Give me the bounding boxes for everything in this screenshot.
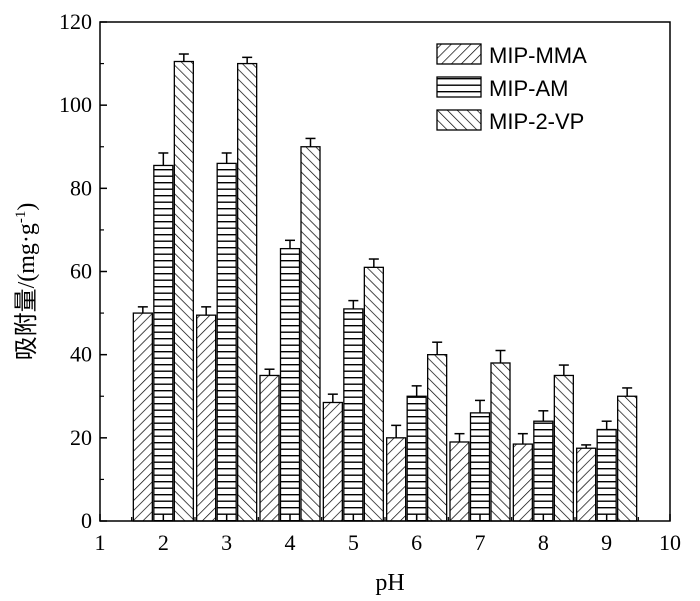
bar-MIP-MMA-ph-3 (196, 314, 217, 522)
legend-label-MIP-AM: MIP-AM (489, 76, 568, 101)
bar-MIP-AM-ph-3 (216, 162, 237, 522)
x-tick-label: 9 (601, 530, 612, 555)
bar-MIP-2-VP-ph-3 (237, 62, 258, 522)
x-tick-label: 3 (221, 530, 232, 555)
bar-MIP-MMA-ph-7 (449, 441, 470, 522)
y-tick-label: 100 (59, 92, 92, 117)
bar-MIP-AM-ph-2 (153, 164, 174, 522)
legend-swatch-MIP-AM (436, 76, 482, 98)
y-axis-title: 吸附量/(mg·g-1) (13, 203, 40, 361)
bar-MIP-MMA-ph-4 (259, 374, 280, 522)
bar-MIP-2-VP-ph-6 (427, 354, 448, 522)
legend-swatch-MIP-2-VP (436, 109, 482, 131)
bar-MIP-MMA-ph-5 (322, 401, 343, 522)
bar-MIP-AM-ph-6 (406, 395, 427, 522)
legend-label-MIP-MMA: MIP-MMA (489, 43, 587, 68)
legend-swatch-MIP-MMA (436, 43, 482, 65)
x-tick-label: 1 (95, 530, 106, 555)
legend: MIP-MMA MIP-AM MIP-2-VP (436, 43, 587, 134)
axes: 0 20 40 60 80 100 120 1 2 3 4 5 6 7 8 9 10 (59, 9, 681, 555)
bar-MIP-MMA-ph-6 (386, 437, 407, 522)
x-tick-label: 7 (475, 530, 486, 555)
y-tick-label: 20 (70, 425, 92, 450)
x-axis-title: pH (375, 570, 404, 596)
bar-MIP-AM-ph-8 (533, 420, 554, 522)
bar-MIP-MMA-ph-8 (512, 443, 533, 522)
bar-MIP-AM-ph-5 (343, 308, 364, 522)
bar-MIP-2-VP-ph-2 (173, 60, 194, 522)
legend-label-MIP-2-VP: MIP-2-VP (489, 109, 584, 134)
y-axis-title-superscript: -1 (13, 211, 29, 224)
x-tick-label: 4 (285, 530, 296, 555)
x-tick-label: 10 (659, 530, 681, 555)
y-tick-label: 40 (70, 342, 92, 367)
bar-MIP-MMA-ph-9 (576, 447, 597, 522)
bar-MIP-2-VP-ph-7 (490, 362, 511, 522)
bar-MIP-2-VP-ph-8 (553, 374, 574, 522)
y-tick-label: 0 (81, 508, 92, 533)
y-tick-label: 80 (70, 175, 92, 200)
bar-MIP-AM-ph-9 (596, 428, 617, 522)
x-tick-label: 8 (538, 530, 549, 555)
y-tick-label: 60 (70, 259, 92, 284)
bar-MIP-2-VP-ph-4 (300, 146, 321, 522)
bar-MIP-AM-ph-4 (279, 247, 301, 522)
bar-MIP-2-VP-ph-9 (617, 395, 638, 522)
x-tick-label: 6 (411, 530, 422, 555)
bar-MIP-AM-ph-7 (469, 412, 491, 522)
bar-MIP-MMA-ph-2 (132, 312, 153, 522)
bar-MIP-2-VP-ph-5 (363, 266, 384, 522)
y-axis-title-tail: ) (14, 203, 40, 211)
x-tick-label: 5 (348, 530, 359, 555)
y-axis-title-main: 吸附量/(mg·g (13, 223, 40, 360)
x-tick-label: 2 (158, 530, 169, 555)
y-tick-label: 120 (59, 9, 92, 34)
